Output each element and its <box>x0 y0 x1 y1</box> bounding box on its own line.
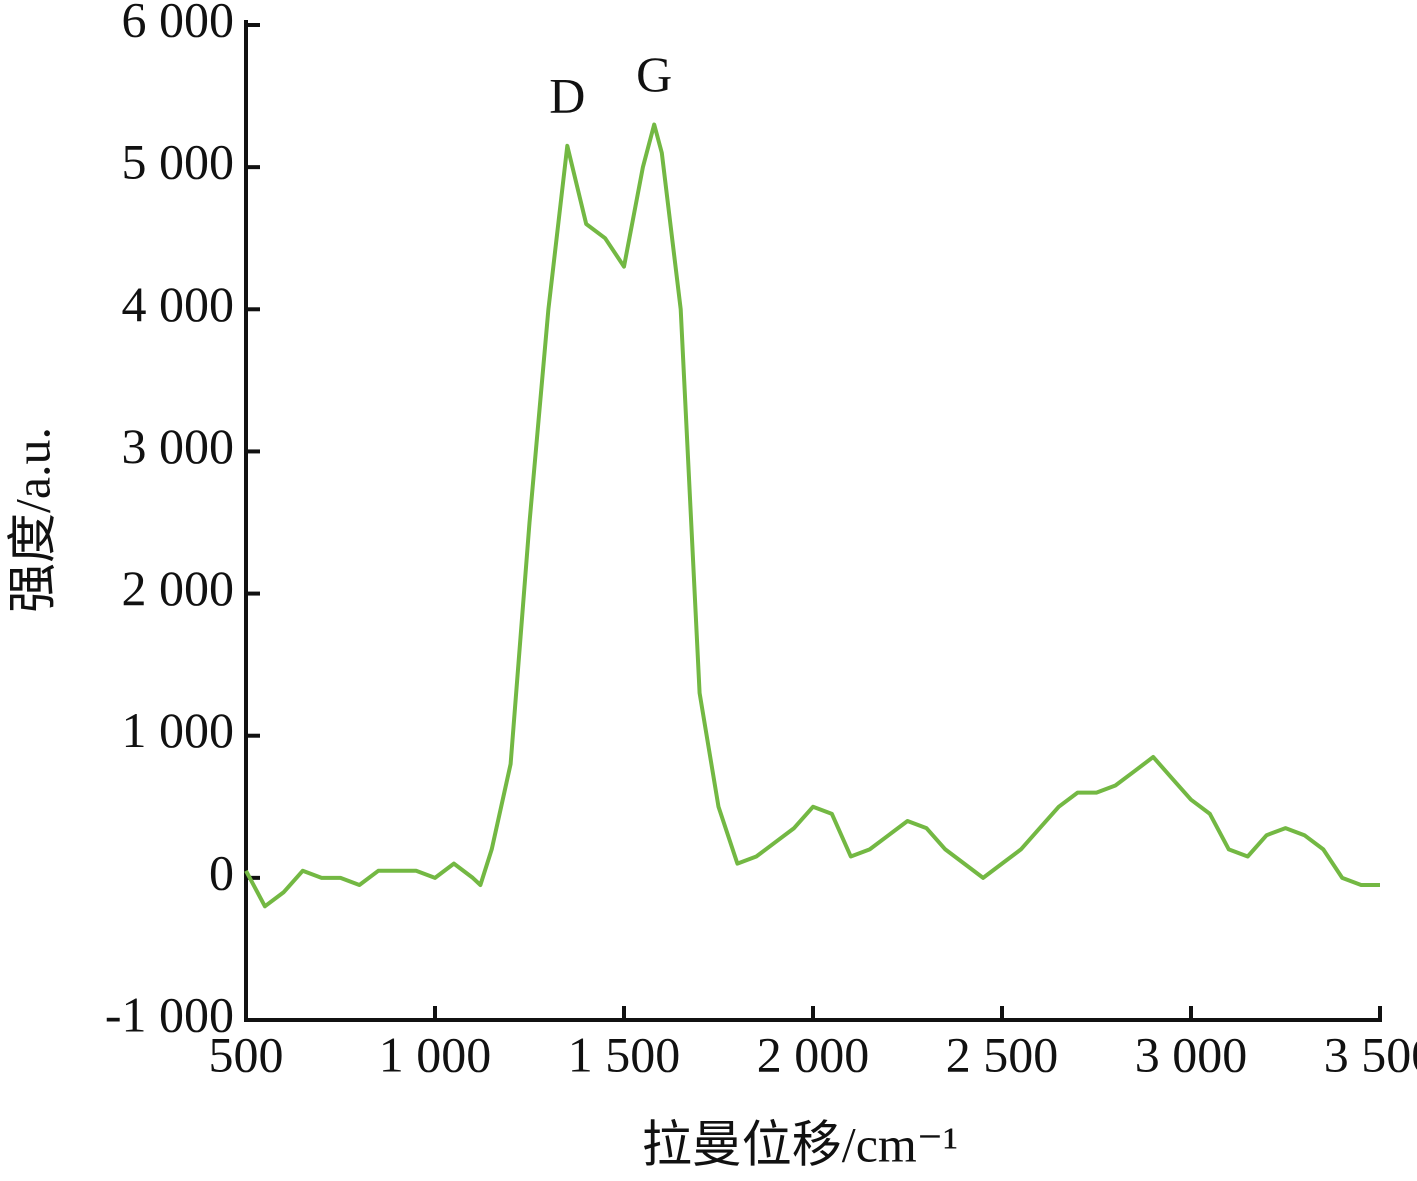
y-tick-label: -1 000 <box>105 986 234 1042</box>
y-tick-label: 5 000 <box>122 134 235 190</box>
spectrum-line <box>244 122 1380 909</box>
x-tick-label: 3 500 <box>1324 1026 1417 1082</box>
y-tick-label: 2 000 <box>122 560 235 616</box>
y-tick-label: 1 000 <box>122 702 235 758</box>
y-tick-label: 3 000 <box>122 418 235 474</box>
peak-annotation: D <box>549 67 585 123</box>
x-tick-label: 1 500 <box>568 1026 681 1082</box>
x-axis-label: 拉曼位移/cm⁻¹ <box>642 1116 958 1172</box>
y-tick-label: 4 000 <box>122 276 235 332</box>
x-tick-label: 3 000 <box>1135 1026 1248 1082</box>
x-tick-label: 2 500 <box>946 1026 1059 1082</box>
y-tick-label: 0 <box>209 844 234 900</box>
y-axis-label: 强度/a.u. <box>4 427 60 613</box>
x-tick-label: 2 000 <box>757 1026 870 1082</box>
peak-annotation: G <box>636 46 672 102</box>
x-tick-label: 500 <box>209 1026 284 1082</box>
y-tick-label: 6 000 <box>122 0 235 47</box>
x-tick-label: 1 000 <box>379 1026 492 1082</box>
